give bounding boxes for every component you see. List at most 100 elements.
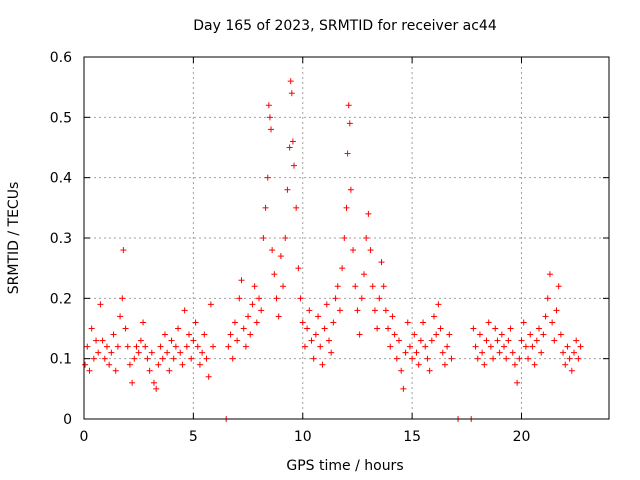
data-point [251,283,258,290]
data-point [413,349,420,356]
data-point [205,373,212,380]
data-point [367,247,374,254]
x-tick-label: 15 [403,429,421,445]
data-point [326,337,332,344]
data-point [181,307,188,314]
data-point [129,379,136,386]
data-point [234,337,241,344]
x-axis-label: GPS time / hours [286,458,403,474]
data-point [481,361,488,368]
y-tick-label: 0.5 [50,110,72,126]
data-point [199,349,206,356]
data-point [531,361,538,368]
data-point [231,319,238,326]
y-tick-label: 0.2 [50,291,72,307]
data-point [422,343,429,350]
data-point [509,349,516,356]
data-point [396,337,402,344]
data-point [291,162,297,169]
data-point [179,361,186,368]
data-point [99,337,106,344]
data-point [124,343,131,350]
data-point [282,235,289,241]
data-point [159,355,166,362]
data-point [103,343,110,350]
data-point [82,361,89,368]
y-tick-label: 0.6 [50,50,72,66]
data-point [365,210,372,217]
data-point [196,361,203,368]
data-point [126,361,133,368]
data-point [573,337,580,344]
data-point [433,331,440,338]
data-point [247,331,254,338]
data-point [122,325,129,332]
data-point [192,319,199,326]
data-point [492,325,499,332]
data-point [516,355,523,362]
data-point [387,343,394,350]
data-point [385,325,392,332]
data-point [117,313,124,320]
data-point [371,307,378,314]
data-point [514,379,521,386]
data-point [380,283,387,290]
data-point [308,337,315,344]
data-point [577,343,584,350]
data-point [490,355,497,362]
data-point [271,271,278,278]
data-point [409,355,416,362]
data-point [260,235,267,241]
data-point [242,343,249,350]
data-point [402,349,409,356]
data-point [501,343,507,350]
data-point [238,277,245,284]
data-point [166,367,173,374]
data-point [435,301,442,308]
data-point [404,319,411,326]
data-point [161,331,168,338]
data-point [476,331,483,338]
data-point [520,319,527,326]
data-point [439,349,446,356]
data-point [441,361,448,368]
data-point [323,301,330,308]
data-point [297,295,304,302]
data-point [249,301,256,308]
data-point [289,138,296,145]
data-point [420,319,427,326]
data-point [527,331,534,338]
data-point [571,349,577,356]
data-point [84,343,91,350]
data-point [240,325,247,332]
data-point [553,307,560,314]
data-point [444,343,451,350]
data-point [555,283,562,290]
data-point [177,349,184,356]
data-point [203,355,210,362]
x-tick-label: 0 [80,429,89,445]
data-point [505,337,512,344]
data-point [339,265,346,272]
data-point [382,307,389,314]
data-point [406,343,413,350]
data-point [194,343,201,350]
data-point [280,283,287,290]
data-point [293,204,300,211]
y-axis-label: SRMTID / TECUs [6,182,22,295]
data-point [356,331,363,338]
data-point [301,343,308,350]
data-point [265,102,272,109]
data-point [483,337,490,344]
data-point [566,355,573,362]
data-point [494,337,501,344]
data-point [328,349,335,356]
data-point [170,355,177,362]
data-point [321,325,328,332]
data-point [151,379,157,386]
x-tick-label: 5 [189,429,198,445]
data-point [157,343,164,350]
data-point [286,144,293,151]
data-point [542,313,549,320]
